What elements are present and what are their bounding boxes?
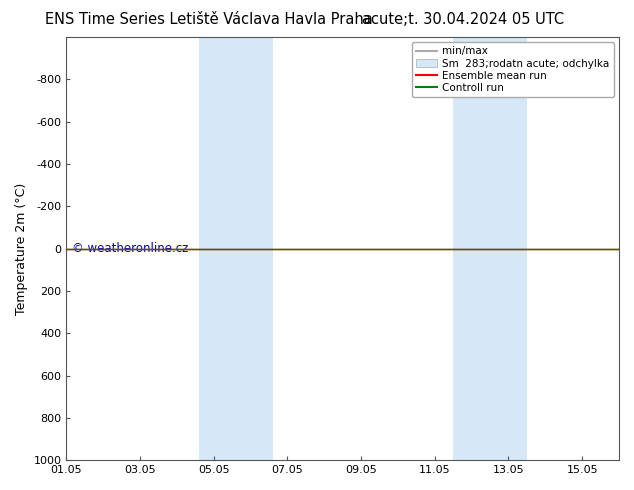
- Bar: [453, 37, 527, 460]
- Text: acute;t. 30.04.2024 05 UTC: acute;t. 30.04.2024 05 UTC: [362, 12, 564, 27]
- Text: © weatheronline.cz: © weatheronline.cz: [72, 242, 188, 255]
- Legend: min/max, Sm  283;rodatn acute; odchylka, Ensemble mean run, Controll run: min/max, Sm 283;rodatn acute; odchylka, …: [412, 42, 614, 97]
- Text: ENS Time Series Letiště Václava Havla Praha: ENS Time Series Letiště Václava Havla Pr…: [46, 12, 373, 27]
- Y-axis label: Temperature 2m (°C): Temperature 2m (°C): [15, 182, 28, 315]
- Bar: [199, 37, 273, 460]
